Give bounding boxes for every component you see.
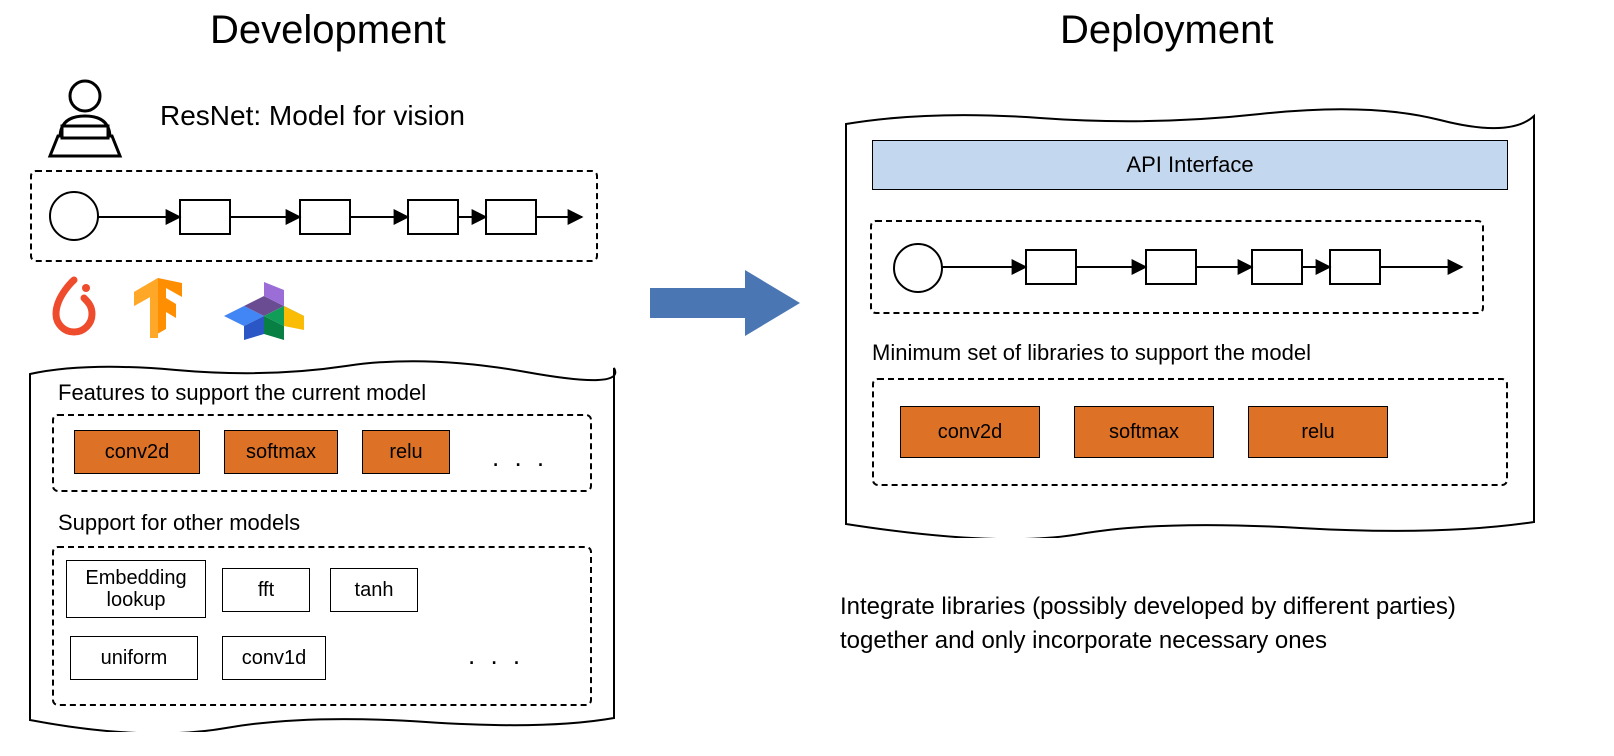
developer-icon	[40, 78, 130, 158]
dep-pipeline-box	[870, 220, 1484, 314]
chip-tanh: tanh	[330, 568, 418, 612]
big-arrow-icon	[650, 268, 800, 338]
features-other-title: Support for other models	[58, 510, 300, 536]
dev-pipeline-box	[30, 170, 598, 262]
chip-relu-dev: relu	[362, 430, 450, 474]
chip-conv2d-dev: conv2d	[74, 430, 200, 474]
chip-embedding-lookup: Embedding lookup	[66, 560, 206, 618]
tensorflow-icon	[128, 276, 188, 340]
features-current-ellipsis: . . .	[492, 442, 548, 473]
model-title: ResNet: Model for vision	[160, 100, 465, 132]
api-interface-bar: API Interface	[872, 140, 1508, 190]
deployment-caption: Integrate libraries (possibly developed …	[840, 590, 1540, 658]
chip-softmax-dep: softmax	[1074, 406, 1214, 458]
min-libs-title: Minimum set of libraries to support the …	[872, 340, 1311, 366]
heading-deployment: Deployment	[1060, 8, 1273, 53]
chip-conv1d: conv1d	[222, 636, 326, 680]
chip-relu-dep: relu	[1248, 406, 1388, 458]
chip-softmax-dev: softmax	[224, 430, 338, 474]
jax-icon	[218, 276, 328, 340]
pytorch-icon	[44, 276, 104, 340]
heading-development: Development	[210, 8, 446, 53]
chip-uniform: uniform	[70, 636, 198, 680]
features-current-title: Features to support the current model	[58, 380, 426, 406]
chip-fft: fft	[222, 568, 310, 612]
chip-conv2d-dep: conv2d	[900, 406, 1040, 458]
features-other-ellipsis: . . .	[468, 640, 524, 671]
